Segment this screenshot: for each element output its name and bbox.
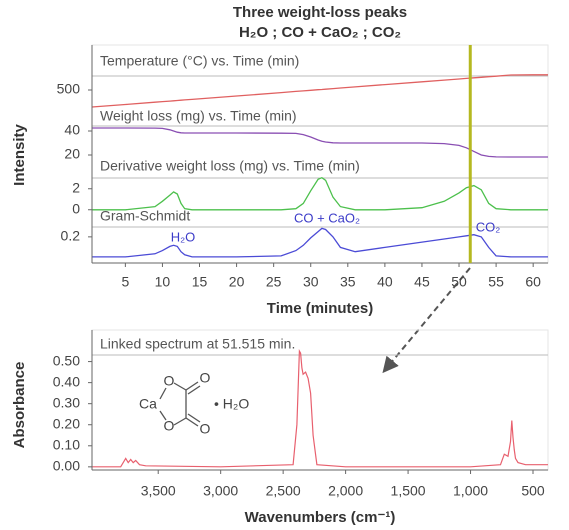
x-axis-title: Wavenumbers (cm⁻¹) (245, 509, 396, 526)
peak-label: H₂O (171, 229, 196, 244)
molecule: O O Ca O O • H₂O (139, 370, 249, 437)
y-tick-label: 0.20 (53, 415, 80, 431)
x-tick-label: 35 (340, 274, 356, 290)
x-tick-label: 20 (229, 274, 245, 290)
bond (185, 381, 199, 391)
bond (187, 413, 201, 423)
panel-label: Gram-Schmidt (100, 208, 190, 224)
bond (159, 387, 167, 400)
panel-label: Weight loss (mg) vs. Time (min) (100, 108, 297, 124)
spectrum-line (92, 348, 548, 468)
y-tick-label: 0.30 (53, 394, 80, 410)
y-tick-label: 0.40 (53, 373, 80, 389)
series-line (92, 227, 548, 258)
y-tick-label: 0 (72, 200, 80, 216)
x-tick-label: 1,500 (391, 483, 426, 499)
x-tick-label: 3,500 (141, 483, 176, 499)
x-tick-label: 2,000 (328, 483, 363, 499)
atom-label: O (164, 373, 175, 389)
series-line (91, 74, 548, 108)
x-tick-label: 1,000 (453, 483, 488, 499)
hydrate-label: • H₂O (214, 396, 249, 412)
y-tick-label: 500 (57, 81, 81, 97)
bond (185, 417, 199, 427)
y-tick-label: 40 (64, 122, 80, 138)
x-tick-label: 5 (121, 274, 129, 290)
x-tick-label: 2,500 (266, 483, 301, 499)
y-tick-label: 0.00 (53, 458, 80, 474)
series-line (92, 176, 548, 211)
atom-label: O (164, 418, 175, 434)
atom-label: O (200, 421, 211, 437)
x-axis-title: Time (minutes) (267, 300, 373, 317)
bond (159, 410, 167, 421)
y-tick-label: 0.2 (61, 228, 81, 244)
x-tick-label: 40 (377, 274, 393, 290)
bond (173, 417, 187, 426)
x-tick-label: 60 (525, 274, 541, 290)
bond (173, 382, 187, 391)
bond (187, 385, 201, 395)
link-arrow (382, 267, 471, 374)
atom-label: Ca (139, 396, 157, 412)
x-tick-label: 30 (303, 274, 319, 290)
y-tick-label: 0.50 (53, 352, 80, 368)
x-tick-label: 3,000 (203, 483, 238, 499)
x-tick-label: 55 (488, 274, 504, 290)
x-tick-label: 500 (521, 483, 545, 499)
x-tick-label: 15 (192, 274, 208, 290)
y-tick-label: 0.10 (53, 436, 80, 452)
peak-label: CO + CaO₂ (294, 210, 360, 225)
series-line (92, 127, 548, 158)
y-tick-label: 2 (72, 179, 80, 195)
x-tick-label: 10 (155, 274, 171, 290)
chart-title: Three weight-loss peaks (233, 4, 407, 21)
peak-label: CO₂ (476, 219, 501, 234)
panel-label: Linked spectrum at 51.515 min. (100, 336, 295, 352)
panel-label: Temperature (°C) vs. Time (min) (100, 53, 299, 69)
chart-subtitle: H₂O ; CO + CaO₂ ; CO₂ (239, 24, 401, 41)
panel-label: Derivative weight loss (mg) vs. Time (mi… (100, 158, 360, 174)
y-axis-title: Intensity (11, 124, 28, 186)
x-tick-label: 25 (266, 274, 282, 290)
y-axis-title: Absorbance (11, 362, 28, 449)
x-tick-label: 50 (451, 274, 467, 290)
x-tick-label: 45 (414, 274, 430, 290)
atom-label: O (200, 370, 211, 386)
y-tick-label: 20 (64, 146, 80, 162)
